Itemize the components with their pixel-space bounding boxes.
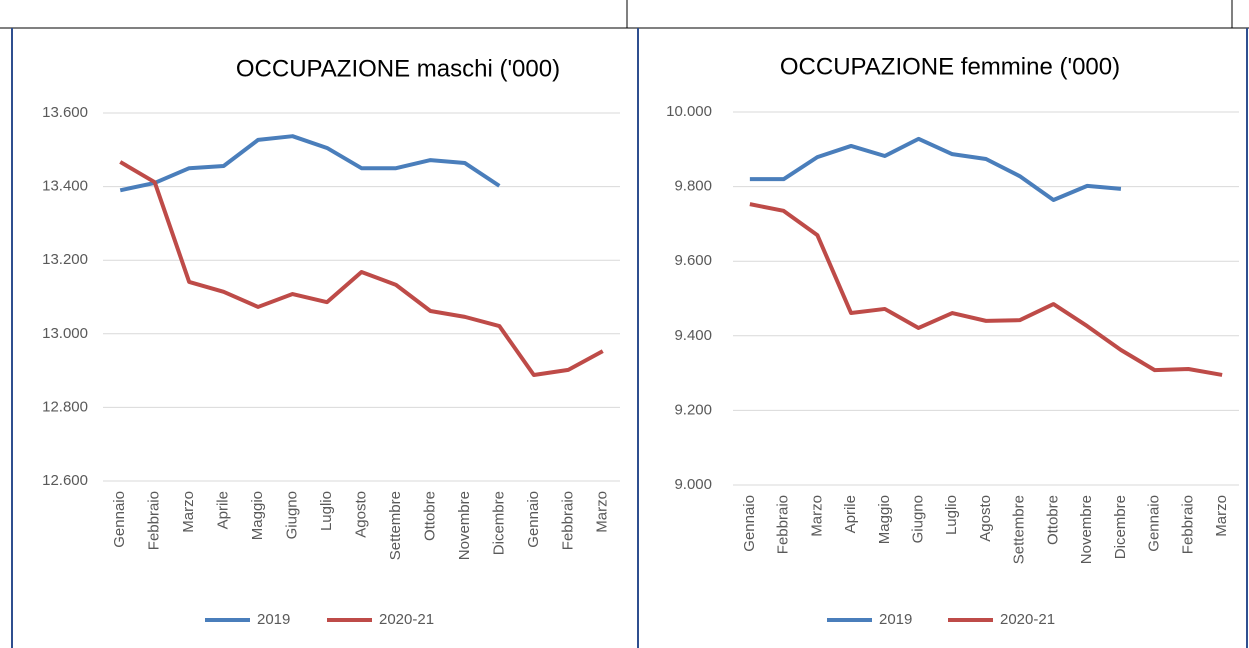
y-tick-label: 10.000 [666, 103, 712, 120]
line-series [119, 134, 501, 193]
y-tick-label: 13.600 [42, 104, 88, 121]
legend-label: 2019 [257, 611, 290, 628]
x-tick-label: Giugno [284, 491, 301, 539]
x-tick-label: Marzo [808, 495, 825, 537]
x-tick-label: Febbraio [775, 495, 792, 554]
x-tick-label: Dicembre [490, 491, 507, 555]
x-tick-label: Ottobre [421, 491, 438, 541]
x-tick-label: Marzo [594, 491, 611, 533]
x-tick-label: Febbraio [1179, 495, 1196, 554]
y-tick-label: 9.000 [674, 476, 712, 493]
y-tick-label: 13.000 [42, 325, 88, 342]
x-tick-label: Maggio [249, 491, 266, 540]
legend-label: 2019 [879, 611, 912, 628]
x-tick-label: Marzo [1213, 495, 1230, 537]
x-tick-label: Gennaio [111, 491, 128, 548]
x-tick-label: Luglio [943, 495, 960, 535]
x-tick-label: Gennaio [1146, 495, 1163, 552]
line-series [749, 202, 1223, 377]
legend-label: 2020-21 [379, 611, 434, 628]
x-tick-label: Giugno [910, 495, 927, 543]
line-series [749, 136, 1122, 203]
x-tick-label: Febbraio [559, 491, 576, 550]
y-tick-label: 12.800 [42, 398, 88, 415]
chart-title: OCCUPAZIONE maschi ('000) [236, 55, 560, 82]
x-tick-label: Agosto [352, 491, 369, 538]
y-tick-label: 13.400 [42, 178, 88, 195]
x-tick-label: Febbraio [146, 491, 163, 550]
y-tick-label: 13.200 [42, 251, 88, 268]
x-tick-label: Maggio [876, 495, 893, 544]
y-tick-label: 9.600 [674, 252, 712, 269]
y-tick-label: 12.600 [42, 472, 88, 489]
x-tick-label: Ottobre [1044, 495, 1061, 545]
x-tick-label: Aprile [215, 491, 232, 529]
y-tick-label: 9.400 [674, 327, 712, 344]
x-tick-label: Luglio [318, 491, 335, 531]
x-tick-label: Settembre [1011, 495, 1028, 564]
x-tick-label: Settembre [387, 491, 404, 560]
x-tick-label: Dicembre [1112, 495, 1129, 559]
line-series [119, 160, 604, 378]
x-tick-label: Gennaio [741, 495, 758, 552]
chart-title: OCCUPAZIONE femmine ('000) [780, 53, 1120, 80]
x-tick-label: Agosto [977, 495, 994, 542]
x-tick-label: Marzo [180, 491, 197, 533]
x-tick-label: Novembre [456, 491, 473, 560]
x-tick-label: Novembre [1078, 495, 1095, 564]
y-tick-label: 9.200 [674, 401, 712, 418]
y-tick-label: 9.800 [674, 178, 712, 195]
legend-label: 2020-21 [1000, 611, 1055, 628]
x-tick-label: Aprile [842, 495, 859, 533]
x-tick-label: Gennaio [525, 491, 542, 548]
